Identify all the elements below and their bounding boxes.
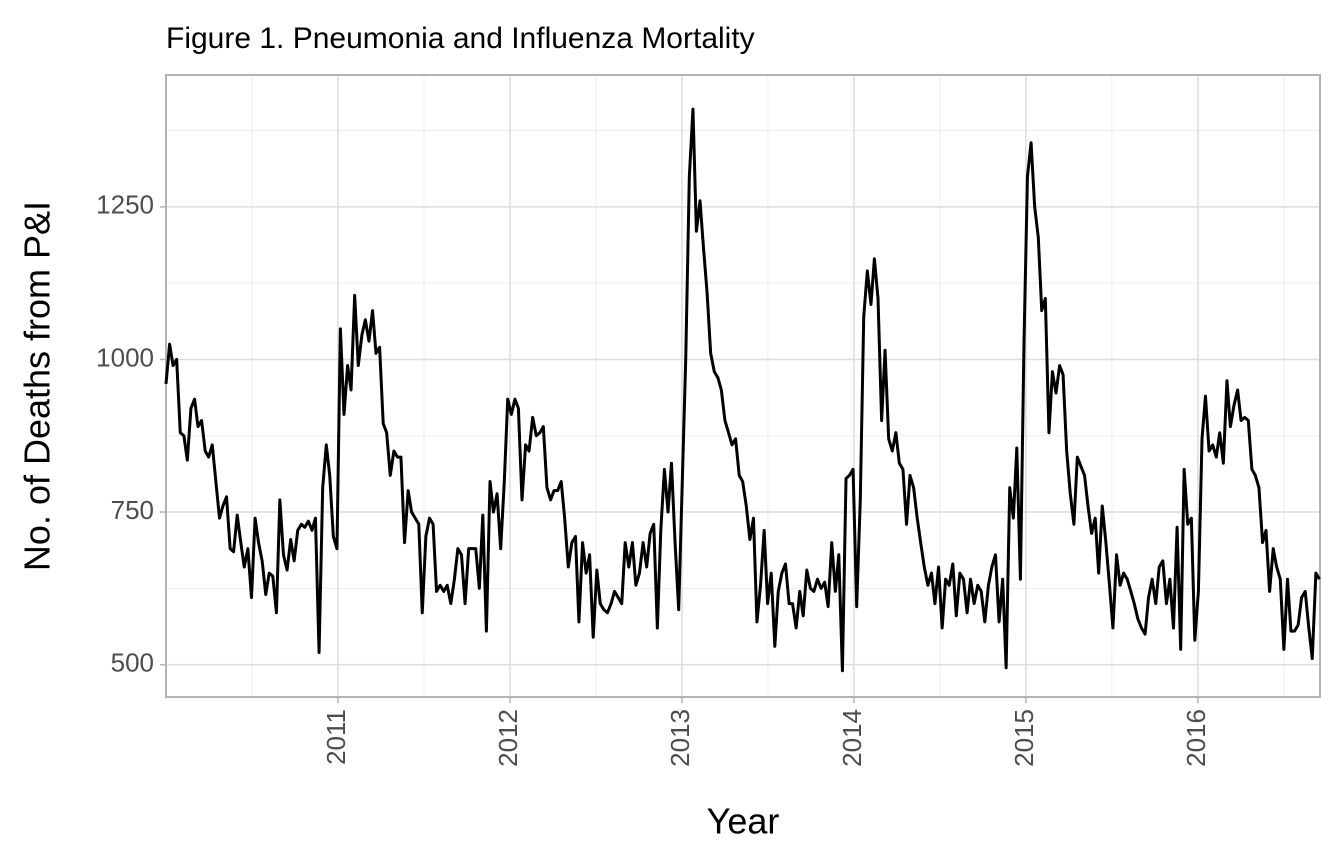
x-tick-label: 2014 [837,709,867,767]
x-tick-label: 2016 [1181,709,1211,767]
data-line [164,107,1321,673]
y-tick-label: 750 [111,495,154,525]
y-axis-label: No. of Deaths from P&I [17,201,58,571]
y-tick-label: 1000 [96,342,154,372]
plot-border [165,74,1321,698]
x-tick-label: 2012 [493,709,523,767]
x-tick-label: 2013 [665,709,695,767]
x-tick-label: 2011 [321,709,351,765]
x-axis-label: Year [707,801,780,842]
x-tick-label: 2015 [1009,709,1039,767]
chart-title: Figure 1. Pneumonia and Influenza Mortal… [166,22,755,55]
y-tick-label: 1250 [96,190,154,220]
y-tick-label: 500 [111,648,154,678]
